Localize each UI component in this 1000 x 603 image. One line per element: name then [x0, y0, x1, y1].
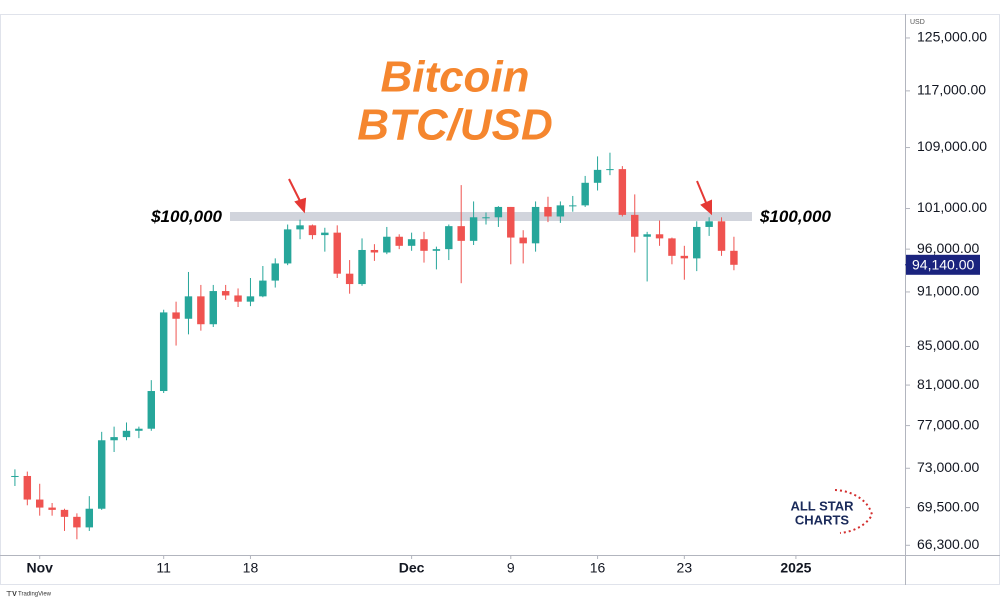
candle-body: [73, 516, 81, 528]
candle-body: [197, 296, 205, 325]
x-tick-label: 16: [590, 560, 606, 576]
x-tick-label: Dec: [399, 560, 425, 576]
level-label: $100,000: [759, 207, 831, 226]
x-tick-label: 9: [507, 560, 515, 576]
candle-body: [569, 205, 577, 207]
candle-body: [321, 232, 329, 236]
logo-text: ALL STAR: [790, 498, 854, 513]
candle-body: [705, 221, 713, 227]
candle-body: [234, 295, 242, 302]
candle-body: [370, 249, 379, 253]
candle-body: [693, 226, 701, 259]
candle-body: [48, 507, 56, 510]
chart-subtitle: BTC/USD: [357, 101, 553, 150]
candle-body: [345, 273, 354, 285]
y-tick-label: 73,000.00: [917, 459, 979, 475]
candle-body: [482, 217, 490, 219]
level-label: $100,000: [150, 207, 222, 226]
candle-body: [122, 430, 131, 438]
y-tick-label: 69,500.00: [917, 498, 979, 514]
footer: TradingView: [18, 592, 52, 598]
candle-body: [531, 206, 540, 244]
candle-body: [593, 169, 602, 183]
candle-body: [358, 249, 366, 285]
candle-body: [730, 250, 738, 265]
candle-body: [432, 249, 441, 251]
logo-text: CHARTS: [795, 512, 849, 527]
candle-body: [494, 206, 503, 218]
candle-body: [35, 499, 44, 508]
candle-body: [246, 296, 255, 302]
candle-body: [631, 214, 639, 237]
y-tick-label: 109,000.00: [917, 138, 987, 154]
x-tick-label: 2025: [780, 560, 811, 576]
y-tick-label: 91,000.00: [917, 283, 979, 299]
candle-body: [159, 312, 168, 392]
candle-body: [457, 226, 465, 241]
candle-body: [296, 225, 304, 230]
candle-body: [221, 291, 230, 296]
candle-body: [147, 391, 155, 429]
y-tick-label: 77,000.00: [917, 416, 979, 432]
y-tick-label: 117,000.00: [917, 82, 986, 98]
candle-body: [85, 508, 94, 528]
candle-body: [209, 291, 217, 325]
candle-body: [717, 221, 726, 251]
chart-title: Bitcoin: [380, 53, 529, 102]
candle-body: [581, 182, 589, 206]
candle-body: [23, 475, 32, 500]
y-tick-label: 85,000.00: [917, 337, 979, 353]
logo: ALL STAR CHARTS: [790, 489, 874, 534]
candle-body: [507, 206, 515, 238]
y-tick-label: 81,000.00: [917, 376, 979, 392]
candle-body: [643, 234, 651, 237]
arrow: [696, 180, 712, 216]
candle-body: [395, 236, 403, 246]
candle-body: [172, 312, 180, 319]
candle-body: [655, 234, 664, 239]
last-price-box: [906, 254, 980, 275]
candle-body: [556, 205, 565, 217]
candle-body: [383, 236, 391, 253]
footer-icon: ⊤V: [6, 590, 17, 598]
x-tick-label: 23: [677, 560, 693, 576]
level-layer: $100,000 $100,000: [150, 207, 831, 226]
candles: [11, 152, 738, 540]
candle-body: [97, 440, 106, 509]
x-tick-label: 18: [243, 560, 259, 576]
candle-body: [333, 232, 341, 274]
candle-body: [407, 239, 416, 246]
candle-body: [283, 229, 292, 264]
candle-body: [668, 238, 676, 256]
x-tick-label: Nov: [26, 560, 53, 576]
candle-body: [271, 263, 279, 281]
candle-body: [469, 217, 478, 241]
y-tick-label: 125,000.00: [917, 29, 987, 45]
candle-body: [445, 226, 453, 250]
candle-body: [519, 237, 527, 244]
y-tick-label: 96,000.00: [917, 240, 979, 256]
candle-body: [308, 225, 317, 236]
x-tick-label: 11: [156, 560, 171, 576]
candle-body: [680, 255, 689, 259]
candle-body: [544, 206, 552, 217]
candle-body: [60, 509, 69, 517]
candle-body: [110, 437, 118, 441]
candle-body: [420, 239, 428, 251]
y-tick-label: 66,300.00: [917, 536, 979, 552]
y-tick-label: 101,000.00: [917, 199, 987, 215]
candle-body: [184, 296, 193, 319]
candle-body: [11, 475, 19, 477]
axis-unit: USD: [910, 19, 925, 26]
candle-body: [618, 169, 627, 215]
candle-body: [606, 169, 614, 171]
candle-body: [135, 428, 143, 431]
candle-body: [259, 280, 267, 297]
last-price-label: 94,140.00: [912, 256, 974, 272]
arrow: [288, 178, 307, 214]
